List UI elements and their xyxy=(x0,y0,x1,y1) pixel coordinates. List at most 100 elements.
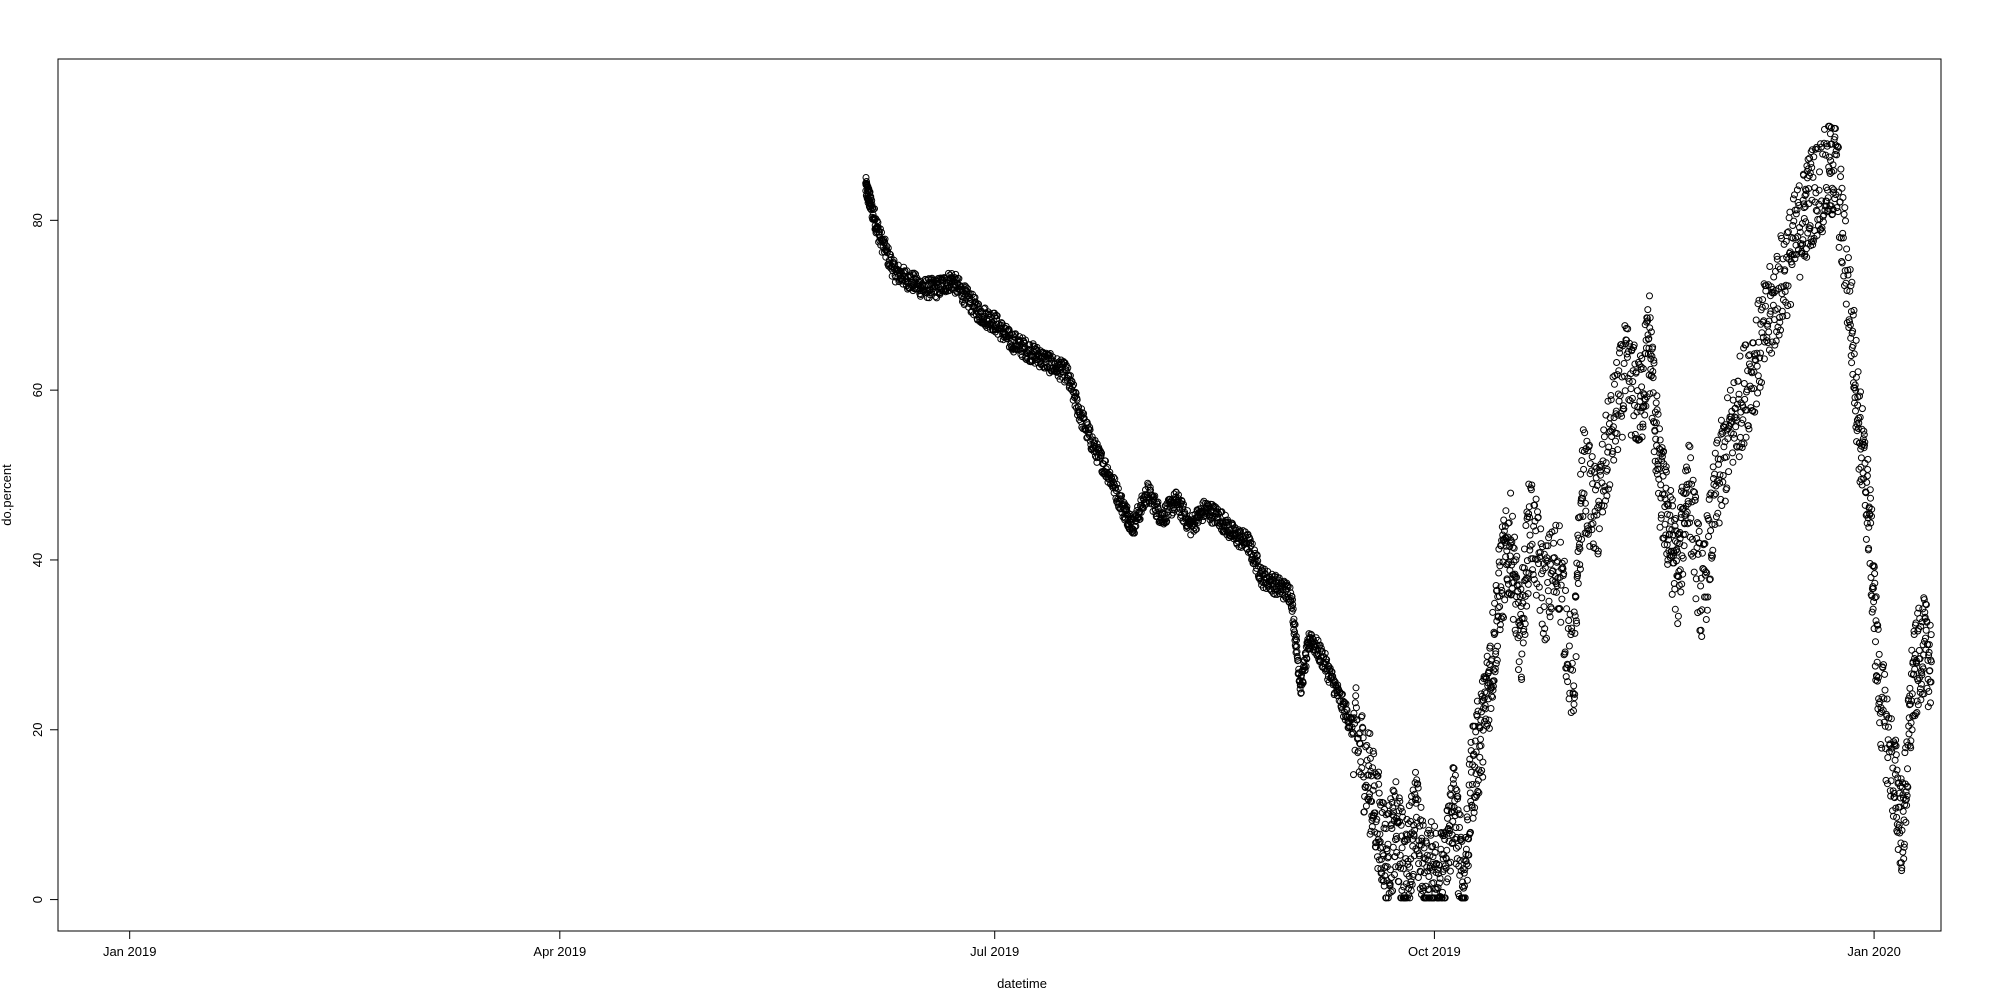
data-point xyxy=(1472,748,1480,756)
data-point xyxy=(1919,665,1927,673)
data-point xyxy=(1900,843,1908,851)
data-point xyxy=(1789,222,1797,229)
data-point xyxy=(1795,182,1803,190)
data-point xyxy=(1569,666,1577,674)
data-point xyxy=(1869,584,1877,592)
data-point xyxy=(1594,547,1602,555)
data-point xyxy=(1446,867,1454,875)
data-point xyxy=(1688,480,1696,488)
data-point xyxy=(1299,679,1307,687)
data-point xyxy=(1649,374,1657,382)
data-point xyxy=(1868,512,1875,520)
data-point xyxy=(1566,689,1574,697)
data-point xyxy=(1482,689,1490,697)
data-point xyxy=(1594,550,1602,558)
data-point xyxy=(1760,317,1768,325)
data-point xyxy=(1511,626,1519,634)
data-point xyxy=(1486,642,1494,650)
data-point xyxy=(1545,534,1553,542)
data-point xyxy=(1293,642,1301,650)
data-point xyxy=(1417,868,1425,876)
data-point xyxy=(1812,206,1820,214)
data-point xyxy=(1172,489,1180,496)
data-point xyxy=(1466,789,1474,797)
data-point xyxy=(1681,520,1689,528)
data-point xyxy=(1114,485,1122,492)
data-point xyxy=(1473,712,1481,720)
data-point xyxy=(1777,283,1785,291)
data-point xyxy=(1802,185,1809,193)
data-point xyxy=(1861,438,1869,446)
data-point xyxy=(1865,523,1873,531)
data-point xyxy=(1418,837,1426,845)
data-point xyxy=(1734,400,1741,408)
data-point xyxy=(1545,597,1553,605)
data-point xyxy=(1926,667,1934,675)
data-point xyxy=(1874,625,1882,633)
data-point xyxy=(1903,738,1911,746)
data-point xyxy=(1731,404,1739,412)
data-point xyxy=(1839,194,1847,201)
data-point xyxy=(1765,328,1773,336)
data-point xyxy=(1856,413,1864,421)
data-point xyxy=(1825,153,1833,161)
data-point xyxy=(1521,620,1529,628)
data-point xyxy=(1738,419,1745,427)
data-point xyxy=(1541,625,1549,633)
data-point xyxy=(1454,795,1462,803)
data-point xyxy=(1492,660,1500,667)
data-point xyxy=(1576,545,1584,553)
data-point xyxy=(1698,549,1706,557)
data-point xyxy=(1614,390,1622,398)
data-point xyxy=(1720,443,1728,451)
data-point xyxy=(883,242,891,250)
data-point xyxy=(1627,385,1635,393)
data-point xyxy=(1071,402,1079,410)
data-point xyxy=(1346,723,1354,731)
data-point xyxy=(1392,836,1399,844)
data-point xyxy=(1854,368,1862,376)
data-point xyxy=(1759,296,1767,304)
data-point xyxy=(1563,660,1571,668)
data-point xyxy=(1925,648,1933,656)
data-point xyxy=(1598,440,1606,448)
data-point xyxy=(1502,507,1510,515)
data-point xyxy=(1861,441,1868,449)
data-point xyxy=(1927,699,1934,707)
data-points xyxy=(862,122,1935,902)
data-point xyxy=(1692,493,1700,501)
data-point xyxy=(1803,253,1811,261)
data-point xyxy=(1187,531,1195,539)
data-point xyxy=(1379,799,1387,807)
data-point xyxy=(1767,307,1775,315)
data-point xyxy=(1498,586,1506,594)
data-point xyxy=(1388,825,1396,832)
data-point xyxy=(1595,501,1603,509)
data-point xyxy=(1374,772,1382,780)
data-point xyxy=(1689,476,1697,484)
data-point xyxy=(1892,742,1900,750)
data-point xyxy=(1908,690,1916,698)
data-point xyxy=(1653,392,1661,400)
data-point xyxy=(1490,677,1498,685)
data-point xyxy=(1782,237,1790,245)
data-point xyxy=(1662,463,1670,471)
data-point xyxy=(1732,423,1740,431)
data-point xyxy=(1589,480,1597,488)
data-point xyxy=(1666,551,1674,559)
data-point xyxy=(1417,803,1425,811)
data-point xyxy=(1808,164,1816,172)
data-point xyxy=(1901,749,1909,757)
data-point xyxy=(1507,489,1515,497)
data-point xyxy=(1624,325,1632,333)
data-point xyxy=(1875,650,1883,658)
data-point xyxy=(1669,502,1677,510)
data-point xyxy=(1396,818,1403,826)
data-point xyxy=(1749,339,1757,347)
data-point xyxy=(1580,490,1588,498)
data-point xyxy=(1474,707,1482,715)
data-point xyxy=(1468,781,1476,788)
data-point xyxy=(1102,457,1109,465)
data-point xyxy=(1146,483,1154,491)
data-point xyxy=(1564,678,1572,686)
